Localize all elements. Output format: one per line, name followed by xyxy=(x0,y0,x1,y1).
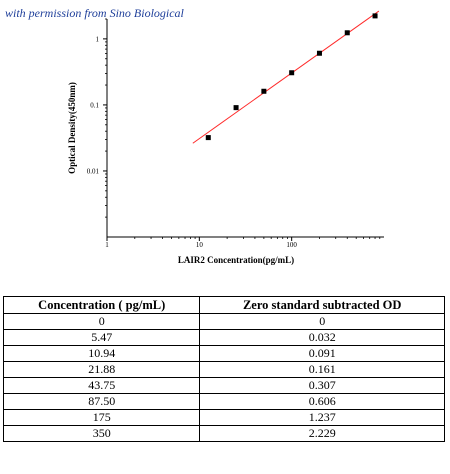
cell-od: 0.161 xyxy=(199,361,445,378)
data-point xyxy=(372,13,378,19)
x-ticks: 1 10 100 xyxy=(105,237,381,249)
table-row: 43.75 0.307 xyxy=(2,377,445,394)
permission-note: with permission from Sino Biological xyxy=(5,6,184,20)
table-row: 5.47 0.032 xyxy=(2,329,445,346)
data-point xyxy=(233,105,239,111)
column-header-concentration: Concentration ( pg/mL) xyxy=(2,296,201,314)
y-axis-label: Optical Density(450nm) xyxy=(67,82,77,174)
x-tick-label: 10 xyxy=(196,241,204,249)
fit-line xyxy=(192,10,380,144)
standard-curve-chart: 1 10 100 0.01 0.1 1 LAIR2 Concentration(pg/m… xyxy=(67,10,384,265)
x-tick-label: 1 xyxy=(105,241,109,249)
y-tick-label: 1 xyxy=(96,35,100,43)
table-row: 10.94 0.091 xyxy=(2,345,445,362)
cell-concentration: 10.94 xyxy=(2,345,201,362)
cell-concentration: 175 xyxy=(2,409,201,426)
data-point xyxy=(316,50,322,56)
cell-od: 0.032 xyxy=(199,329,445,346)
table-row: 21.88 0.161 xyxy=(2,361,445,378)
cell-concentration: 350 xyxy=(2,425,201,442)
cell-concentration: 0 xyxy=(2,313,201,330)
cell-od: 1.237 xyxy=(199,409,445,426)
data-point xyxy=(344,30,350,36)
y-ticks: 0.01 0.1 1 xyxy=(87,18,107,218)
cell-od: 0.307 xyxy=(199,377,445,394)
cell-od: 0 xyxy=(199,313,445,330)
x-tick-label: 100 xyxy=(286,241,297,249)
cell-concentration: 21.88 xyxy=(2,361,201,378)
y-tick-label: 0.01 xyxy=(87,167,100,175)
data-point xyxy=(261,88,267,94)
cell-od: 2.229 xyxy=(199,425,445,442)
chart-axes xyxy=(106,19,384,238)
table-row: 350 2.229 xyxy=(2,425,445,442)
cell-od: 0.606 xyxy=(199,393,445,410)
cell-concentration: 87.50 xyxy=(2,393,201,410)
data-point xyxy=(205,135,211,141)
table-header-row: Concentration ( pg/mL) Zero standard sub… xyxy=(2,296,445,314)
cell-concentration: 5.47 xyxy=(2,329,201,346)
table-row: 87.50 0.606 xyxy=(2,393,445,410)
data-points xyxy=(205,13,378,141)
data-point xyxy=(289,70,295,76)
y-tick-label: 0.1 xyxy=(90,101,99,109)
x-axis-label: LAIR2 Concentration(pg/mL) xyxy=(178,255,294,265)
table-row: 175 1.237 xyxy=(2,409,445,426)
cell-concentration: 43.75 xyxy=(2,377,201,394)
standard-data-table: Concentration ( pg/mL) Zero standard sub… xyxy=(2,296,445,442)
column-header-od: Zero standard subtracted OD xyxy=(199,296,445,314)
cell-od: 0.091 xyxy=(199,345,445,362)
